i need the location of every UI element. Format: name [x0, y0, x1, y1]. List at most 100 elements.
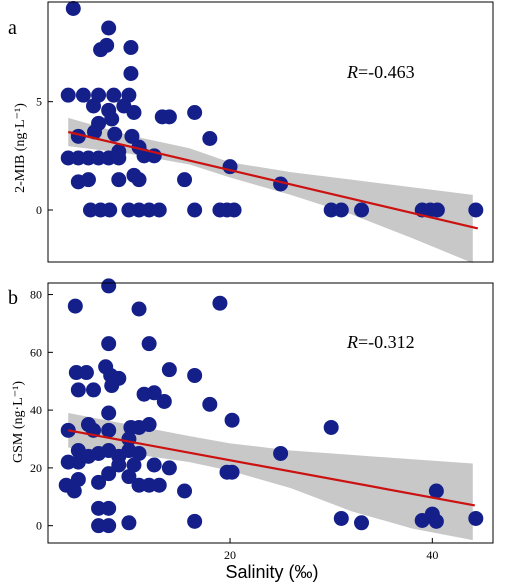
panel-b-xtick-label-40: 40	[426, 548, 438, 562]
panel-a-y-ticks: 05	[36, 95, 53, 217]
panel-b-ytick-label-40: 40	[30, 403, 42, 417]
panel-a-point-6	[60, 87, 76, 103]
panel-b-point-58	[121, 515, 137, 531]
panel-b-point-15	[104, 378, 120, 394]
panel-b-point-18	[156, 393, 172, 409]
panel-a-point-53	[226, 202, 242, 218]
panel-b-r-annotation: R=-0.312	[346, 332, 415, 352]
panel-b-point-12	[187, 367, 203, 383]
panel-a-r-annotation: R=-0.463	[346, 62, 415, 82]
panel-b-ticks: 0 20 40 60 80 20 40	[30, 288, 438, 562]
panel-b-point-55	[66, 483, 82, 499]
panel-b-ytick-label-20: 20	[30, 461, 42, 475]
panel-b-r-value: =-0.312	[358, 332, 415, 352]
panel-a-point-49	[151, 202, 167, 218]
panel-b-point-1	[67, 298, 83, 314]
panel-b-point-3	[212, 295, 228, 311]
panel-a-letter: a	[8, 17, 17, 39]
panel-a-point-1	[101, 20, 117, 36]
panel-a-point-55	[333, 202, 349, 218]
panel-a-point-56	[354, 202, 370, 218]
panel-a-point-40	[131, 172, 147, 188]
panel-b-point-45	[70, 471, 86, 487]
panel-b-point-29	[141, 417, 157, 433]
panel-a-ylabel: 2-MIB (ng·L⁻¹)	[13, 103, 28, 193]
panel-a-ytick-label-5: 5	[36, 95, 42, 109]
panel-b-point-43	[161, 460, 177, 476]
panel-a-point-22	[107, 126, 123, 142]
panel-b-point-44	[273, 445, 289, 461]
panel-b-xtick-label-20: 20	[224, 548, 236, 562]
panel-b-point-22	[323, 419, 339, 435]
panel-a-point-0	[65, 1, 81, 16]
panel-b-fit-line	[68, 429, 475, 507]
panel-b-fit-layer	[68, 429, 475, 507]
panel-b-point-47	[101, 466, 117, 482]
panel-a-r-symbol: R	[346, 62, 358, 82]
panel-a-point-9	[106, 87, 122, 103]
panel-b-ytick-label-80: 80	[30, 288, 42, 302]
panel-b-point-51	[151, 477, 167, 493]
panel-b-ytick-label-0: 0	[36, 519, 42, 533]
panel-b-point-68	[428, 513, 444, 529]
panel-a-confidence-band-layer	[68, 117, 473, 264]
panel-b-points-layer	[58, 278, 484, 534]
panel-b-point-11	[161, 362, 177, 378]
panel-b-point-5	[141, 336, 157, 352]
panel-b: 0 20 40 60 80 20 40 b GSM (ng·L⁻¹) R=-0.312 Sa…	[8, 278, 494, 582]
panel-b-point-40	[111, 457, 127, 473]
panel-b-point-13	[70, 382, 86, 398]
panel-a-frame	[47, 1, 494, 263]
panel-a: 05 a 2-MIB (ng·L⁻¹) R=-0.463	[8, 1, 494, 264]
panel-a-ytick-label-0: 0	[36, 203, 42, 217]
panel-a-fit-layer	[67, 130, 479, 230]
panel-a-point-60	[468, 202, 484, 218]
panel-a-fit-line	[67, 130, 479, 230]
panel-b-point-69	[468, 510, 484, 526]
panel-a-point-41	[177, 172, 193, 188]
panel-b-point-39	[70, 454, 86, 470]
panel-a-point-45	[102, 202, 118, 218]
panel-b-point-46	[91, 474, 107, 490]
panel-b-point-48	[121, 469, 137, 485]
panel-a-point-7	[75, 87, 91, 103]
panel-b-point-0	[101, 278, 117, 294]
panel-a-confidence-band	[68, 117, 473, 264]
panel-b-point-59	[187, 513, 203, 529]
panel-a-point-32	[111, 150, 127, 166]
panel-b-r-symbol: R	[346, 332, 358, 352]
panel-b-confidence-band-layer	[68, 413, 473, 541]
panel-b-point-26	[101, 422, 117, 438]
panel-b-point-63	[101, 518, 117, 534]
panel-b-point-19	[202, 396, 218, 412]
panel-b-point-56	[177, 483, 193, 499]
panel-b-point-65	[354, 515, 370, 531]
panel-a-point-4	[123, 40, 139, 55]
panel-a-point-5	[123, 66, 139, 81]
panel-b-point-64	[333, 510, 349, 526]
panel-a-point-38	[80, 172, 96, 188]
panel-b-point-2	[131, 301, 147, 317]
panel-b-point-7	[78, 365, 94, 381]
panel-b-confidence-band	[68, 413, 473, 541]
panel-a-point-18	[161, 109, 177, 125]
panel-b-point-42	[146, 457, 162, 473]
panel-b-ylabel: GSM (ng·L⁻¹)	[11, 381, 26, 463]
panel-a-point-16	[104, 111, 120, 127]
panel-a-point-3	[99, 37, 115, 53]
panel-b-point-14	[86, 382, 102, 398]
panel-b-point-37	[131, 445, 147, 461]
panel-a-point-11	[86, 98, 102, 114]
panel-a-point-21	[87, 124, 103, 140]
panel-a-point-23	[124, 128, 140, 144]
panel-b-ytick-label-60: 60	[30, 345, 42, 359]
panel-a-r-value: =-0.463	[358, 62, 415, 82]
panel-b-point-21	[224, 412, 240, 428]
panel-b-point-53	[224, 464, 240, 480]
panel-b-point-61	[101, 500, 117, 516]
panel-b-point-41	[126, 457, 142, 473]
panel-a-point-50	[187, 202, 203, 218]
panel-a-point-24	[202, 131, 218, 146]
panel-b-point-20	[101, 405, 117, 421]
